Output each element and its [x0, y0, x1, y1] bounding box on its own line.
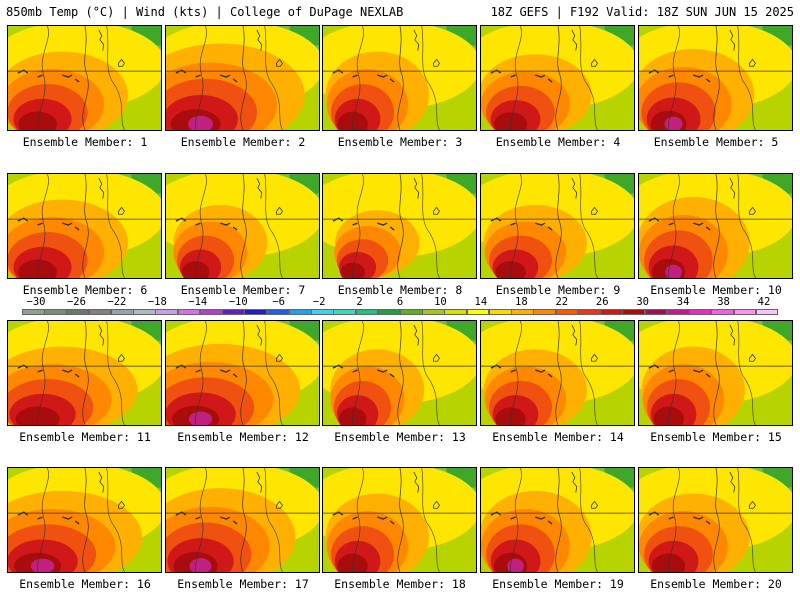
colorbar-tick-label: −18	[147, 296, 167, 308]
colorbar-swatch	[755, 309, 779, 315]
colorbar-swatch	[266, 309, 290, 315]
colorbar-tick-label: 38	[717, 296, 730, 308]
ensemble-member-map	[165, 320, 320, 426]
ensemble-member-map	[480, 173, 635, 279]
colorbar-swatch	[577, 309, 601, 315]
colorbar-swatch	[422, 309, 445, 315]
ensemble-member-map	[480, 467, 635, 573]
colorbar-swatch	[22, 309, 45, 315]
colorbar-tick-label: −26	[66, 296, 86, 308]
ensemble-member-map	[7, 320, 162, 426]
member-label: Ensemble Member: 16	[19, 577, 151, 591]
ensemble-member-map	[322, 173, 477, 279]
colorbar-swatch	[622, 309, 646, 315]
ensemble-member-map	[480, 25, 635, 131]
colorbar-swatch	[733, 309, 757, 315]
colorbar-swatch	[355, 309, 379, 315]
colorbar-swatch	[155, 309, 179, 315]
member-label: Ensemble Member: 2	[180, 135, 306, 149]
member-label: Ensemble Member: 3	[337, 135, 463, 149]
colorbar-swatch	[288, 309, 312, 315]
colorbar-swatch	[222, 309, 245, 315]
colorbar-swatch	[199, 309, 223, 315]
colorbar-swatch	[88, 309, 112, 315]
colorbar-swatch	[177, 309, 201, 315]
ensemble-member-map	[165, 25, 320, 131]
ensemble-member-map	[165, 173, 320, 279]
colorbar-swatch	[400, 309, 423, 315]
colorbar-swatch	[711, 309, 735, 315]
ensemble-member-map	[165, 467, 320, 573]
colorbar-tick-label: 6	[396, 296, 404, 308]
colorbar-tick-label: −6	[272, 296, 285, 308]
colorbar-tick-label: 42	[757, 296, 771, 308]
ensemble-member-map	[638, 467, 793, 573]
colorbar-swatch	[666, 309, 690, 315]
ensemble-member-map	[7, 173, 162, 279]
colorbar-swatch	[466, 309, 490, 315]
ensemble-member-map	[638, 320, 793, 426]
colorbar-swatch	[533, 309, 557, 315]
colorbar-swatch	[444, 309, 468, 315]
colorbar-swatch	[377, 309, 401, 315]
member-label: Ensemble Member: 17	[177, 577, 309, 591]
colorbar-swatch	[311, 309, 334, 315]
colorbar-swatch	[644, 309, 668, 315]
ensemble-member-map	[480, 320, 635, 426]
temperature-colorbar: −30 −26 −22 −18 −14 −10 −6 −2 2 6 10 14 18 22 26 30 34 38…	[0, 296, 800, 320]
member-label: Ensemble Member: 19	[492, 577, 624, 591]
colorbar-tick-label: 2	[356, 296, 363, 308]
member-label: Ensemble Member: 9	[495, 283, 621, 297]
valid-time: 18Z GEFS | F192 Valid: 18Z SUN JUN 15 20…	[490, 5, 794, 19]
colorbar-tick-label: 18	[515, 296, 528, 308]
member-label: Ensemble Member: 4	[495, 135, 621, 149]
member-label: Ensemble Member: 11	[19, 430, 151, 444]
member-label: Ensemble Member: 7	[180, 283, 306, 297]
colorbar-tick-label: 30	[636, 296, 649, 308]
member-label: Ensemble Member: 18	[334, 577, 466, 591]
colorbar-tick-label: −2	[312, 296, 326, 308]
member-label: Ensemble Member: 13	[334, 430, 466, 444]
member-label: Ensemble Member: 10	[650, 283, 782, 297]
colorbar-swatch	[333, 309, 357, 315]
member-label: Ensemble Member: 12	[177, 430, 309, 444]
ensemble-member-map	[638, 173, 793, 279]
ensemble-member-map	[7, 25, 162, 131]
ensemble-member-map	[322, 467, 477, 573]
colorbar-tick-label: 10	[434, 296, 447, 308]
ensemble-member-map	[638, 25, 793, 131]
colorbar-tick-label: −22	[107, 296, 127, 308]
member-label: Ensemble Member: 15	[650, 430, 782, 444]
colorbar-swatch	[44, 309, 67, 315]
colorbar-swatch	[600, 309, 623, 315]
colorbar-tick-label: 34	[676, 296, 690, 308]
colorbar-swatch	[488, 309, 512, 315]
colorbar-tick-label: 14	[474, 296, 488, 308]
ensemble-member-map	[322, 320, 477, 426]
colorbar-swatch	[244, 309, 268, 315]
colorbar-tick-label: −14	[188, 296, 208, 308]
colorbar-tick-label: −10	[228, 296, 248, 308]
colorbar-tick-label: 22	[555, 296, 569, 308]
colorbar-swatch	[511, 309, 534, 315]
member-label: Ensemble Member: 8	[337, 283, 463, 297]
colorbar-swatch	[66, 309, 90, 315]
colorbar-tick-label: −30	[26, 296, 46, 308]
member-label: Ensemble Member: 20	[650, 577, 782, 591]
member-label: Ensemble Member: 1	[22, 135, 148, 149]
colorbar-swatch	[110, 309, 134, 315]
member-label: Ensemble Member: 14	[492, 430, 624, 444]
map-title: 850mb Temp (°C) | Wind (kts) | College o…	[6, 5, 404, 19]
colorbar-swatch	[133, 309, 156, 315]
member-label: Ensemble Member: 5	[653, 135, 779, 149]
colorbar-swatch	[555, 309, 579, 315]
colorbar-swatch	[689, 309, 712, 315]
colorbar-tick-label: 26	[595, 296, 609, 308]
ensemble-member-map	[7, 467, 162, 573]
ensemble-member-map	[322, 25, 477, 131]
member-label: Ensemble Member: 6	[22, 283, 148, 297]
